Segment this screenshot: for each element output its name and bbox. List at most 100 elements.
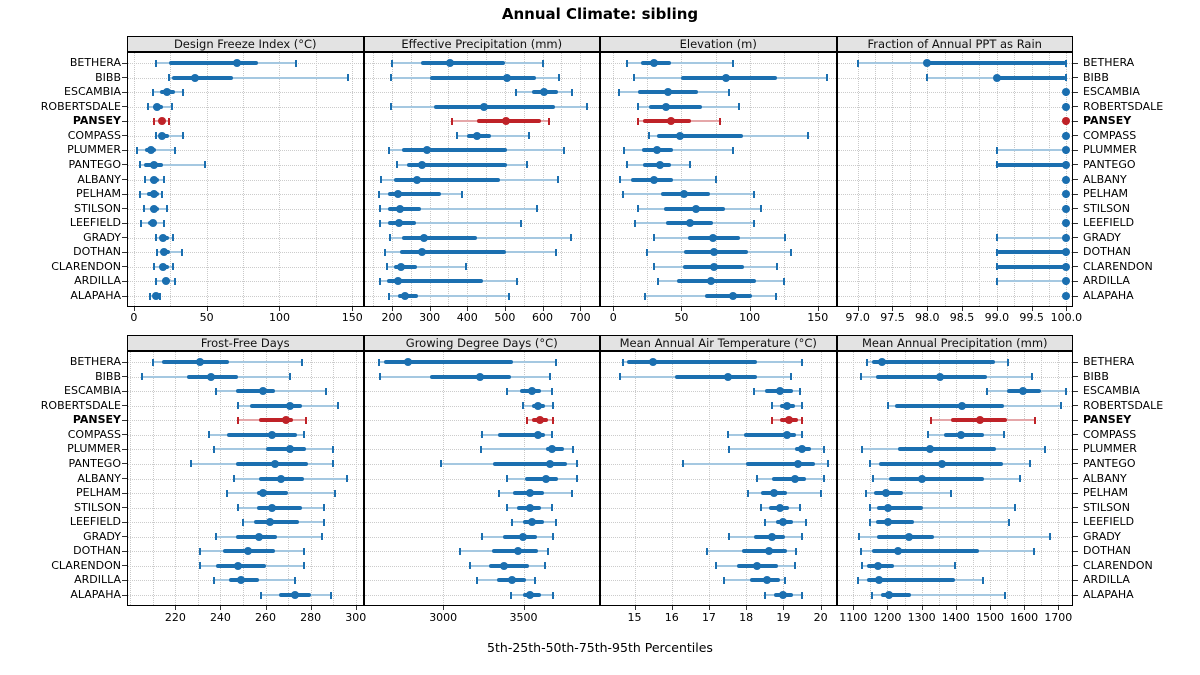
median-dot bbox=[548, 445, 557, 454]
iqr-band-25-75 bbox=[871, 360, 996, 364]
gridline-row bbox=[837, 121, 1072, 123]
station-tick-right bbox=[1073, 120, 1078, 122]
station-label-right-alapaha: ALAPAHA bbox=[1083, 588, 1134, 601]
panel-strip-design-freeze-index-c: Design Freeze Index (°C) bbox=[127, 36, 364, 52]
median-dot bbox=[1062, 277, 1071, 286]
cap-5th bbox=[377, 190, 380, 198]
cap-5th bbox=[167, 74, 170, 82]
cap-5th bbox=[479, 445, 482, 453]
cap-5th bbox=[377, 358, 380, 366]
axis-tick bbox=[613, 307, 615, 311]
panel-plot-mean-annual-air-temperature-c bbox=[600, 351, 837, 606]
whisker-5-95 bbox=[380, 222, 522, 225]
cap-95th bbox=[1002, 431, 1005, 439]
cap-95th bbox=[793, 562, 796, 570]
whisker-5-95 bbox=[139, 163, 206, 166]
station-label-right-compass: COMPASS bbox=[1083, 128, 1137, 142]
station-tick-right bbox=[1073, 266, 1078, 268]
axis-tick-label: 600 bbox=[532, 311, 554, 324]
station-label-left-leefield: LEEFIELD bbox=[69, 515, 121, 529]
cap-5th bbox=[459, 547, 462, 555]
axis-tick bbox=[857, 307, 859, 311]
median-dot bbox=[692, 204, 701, 213]
station-label-right-alapaha: ALAPAHA bbox=[1083, 289, 1134, 302]
cap-5th bbox=[872, 475, 875, 482]
cap-5th bbox=[715, 562, 718, 570]
axis-tick-label: 19 bbox=[776, 611, 791, 624]
whisker-5-95 bbox=[155, 134, 184, 137]
station-tick-left bbox=[122, 448, 127, 450]
station-label-left-stilson: STILSON bbox=[74, 500, 121, 514]
station-tick-right bbox=[1073, 579, 1078, 581]
axis-tick-label: 240 bbox=[209, 611, 231, 624]
cap-95th bbox=[325, 387, 328, 395]
gridline-row bbox=[128, 164, 363, 166]
gridline-row bbox=[601, 179, 836, 181]
cap-95th bbox=[167, 117, 170, 125]
axis-tick-label: 1500 bbox=[975, 611, 1004, 624]
iqr-band-25-75 bbox=[249, 403, 302, 408]
cap-5th bbox=[135, 146, 138, 154]
cap-95th bbox=[575, 475, 578, 482]
median-dot bbox=[476, 372, 485, 381]
median-dot bbox=[281, 416, 290, 425]
cap-95th bbox=[332, 445, 335, 453]
station-label-left-bibb: BIBB bbox=[95, 369, 121, 383]
median-dot bbox=[290, 591, 299, 599]
gridline-row bbox=[128, 296, 363, 297]
median-dot bbox=[413, 175, 422, 184]
panel-plot-fraction-of-annual-ppt-as-rain bbox=[836, 52, 1073, 307]
axis-tick-label: 100 bbox=[268, 311, 290, 324]
station-tick-left bbox=[122, 251, 127, 253]
gridline-row bbox=[837, 150, 1072, 152]
axis-tick bbox=[892, 307, 894, 311]
axis-tick-label: 700 bbox=[569, 311, 591, 324]
iqr-band-25-75 bbox=[387, 192, 441, 197]
iqr-band-25-75 bbox=[866, 578, 955, 583]
cap-5th bbox=[475, 576, 478, 584]
cap-95th bbox=[1031, 373, 1034, 381]
whisker-5-95 bbox=[390, 236, 572, 239]
gridline-row bbox=[601, 405, 836, 407]
cap-5th bbox=[653, 263, 656, 271]
cap-95th bbox=[784, 576, 787, 584]
axis-tick bbox=[265, 606, 267, 610]
median-dot bbox=[266, 518, 275, 527]
median-dot bbox=[233, 59, 242, 67]
cap-95th bbox=[305, 416, 308, 424]
cap-5th bbox=[151, 358, 154, 366]
cap-5th bbox=[208, 431, 211, 439]
axis-tick-label: 50 bbox=[199, 311, 214, 324]
cap-5th bbox=[756, 475, 759, 482]
median-dot bbox=[1062, 175, 1071, 184]
cap-5th bbox=[722, 576, 725, 584]
median-dot bbox=[191, 73, 199, 82]
median-dot bbox=[419, 233, 428, 242]
cap-5th bbox=[237, 402, 240, 410]
median-dot bbox=[764, 547, 773, 556]
station-tick-right bbox=[1073, 521, 1078, 523]
whisker-5-95 bbox=[996, 236, 1067, 239]
cap-95th bbox=[163, 176, 166, 183]
median-dot bbox=[268, 503, 277, 512]
iqr-band-25-75 bbox=[876, 374, 988, 379]
station-label-right-plummer: PLUMMER bbox=[1083, 143, 1137, 157]
cap-5th bbox=[617, 88, 620, 96]
cap-95th bbox=[547, 117, 550, 125]
station-tick-right bbox=[1073, 405, 1078, 407]
cap-95th bbox=[799, 504, 802, 512]
station-tick-right bbox=[1073, 149, 1078, 151]
axis-tick bbox=[962, 307, 964, 311]
cap-5th bbox=[480, 431, 483, 439]
cap-95th bbox=[159, 292, 162, 300]
median-dot bbox=[196, 358, 205, 366]
cap-5th bbox=[498, 489, 501, 497]
cap-95th bbox=[801, 591, 803, 599]
cap-95th bbox=[550, 504, 553, 512]
axis-tick-label: 280 bbox=[300, 611, 322, 624]
station-label-right-pansey: PANSEY bbox=[1083, 413, 1132, 427]
iqr-band-25-75 bbox=[256, 505, 302, 510]
cap-5th bbox=[632, 74, 635, 82]
cap-5th bbox=[930, 416, 933, 424]
station-label-right-bibb: BIBB bbox=[1083, 369, 1109, 383]
